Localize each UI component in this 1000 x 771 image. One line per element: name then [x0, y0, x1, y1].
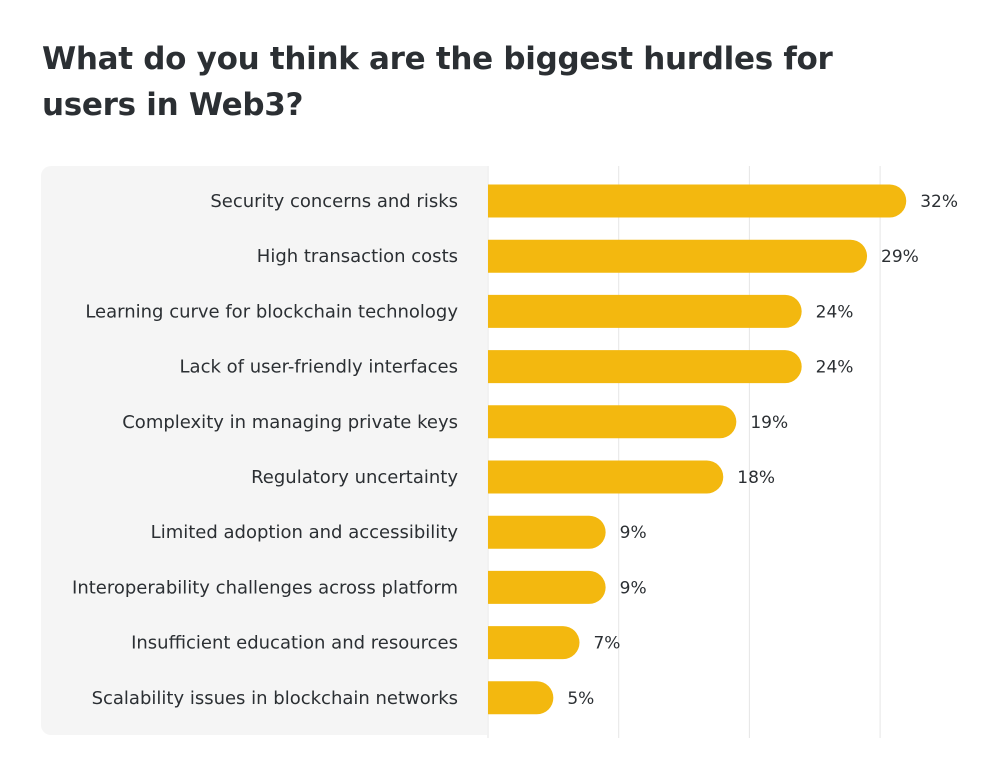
- category-label: Learning curve for blockchain technology: [85, 301, 458, 322]
- bar: [488, 405, 737, 439]
- category-label: Regulatory uncertainty: [251, 467, 458, 488]
- bar: [488, 626, 580, 660]
- category-label: Insufficient education and resources: [131, 633, 458, 654]
- category-label: Security concerns and risks: [210, 191, 458, 212]
- value-label: 9%: [620, 578, 647, 598]
- bar: [488, 294, 802, 328]
- value-label: 19%: [750, 413, 788, 433]
- category-labels: Security concerns and risks High transact…: [72, 191, 458, 709]
- bar: [488, 515, 606, 549]
- category-label: Interoperability challenges across platf…: [72, 577, 458, 598]
- bar: [488, 570, 606, 604]
- bar: [488, 239, 868, 273]
- category-label: Limited adoption and accessibility: [151, 522, 459, 543]
- value-label: 24%: [816, 358, 854, 378]
- value-label: 7%: [593, 634, 620, 654]
- bar: [488, 184, 907, 218]
- category-label: Complexity in managing private keys: [122, 412, 458, 433]
- value-label: 9%: [620, 523, 647, 543]
- value-labels: 32% 29% 24% 24% 19% 18% 9% 9% 7% 5%: [567, 192, 958, 709]
- category-label: Scalability issues in blockchain network…: [92, 688, 458, 709]
- bar: [488, 681, 554, 715]
- category-label: High transaction costs: [257, 246, 458, 267]
- value-label: 32%: [920, 192, 958, 212]
- value-label: 18%: [737, 468, 775, 488]
- bar: [488, 350, 802, 384]
- bar-series: [488, 184, 907, 715]
- bar: [488, 460, 724, 494]
- value-label: 24%: [816, 302, 854, 322]
- chart-title: What do you think are the biggest hurdle…: [42, 41, 833, 123]
- category-label: Lack of user-friendly interfaces: [180, 357, 458, 378]
- value-label: 29%: [881, 247, 919, 267]
- category-label-panel: [41, 166, 487, 735]
- value-label: 5%: [567, 689, 594, 709]
